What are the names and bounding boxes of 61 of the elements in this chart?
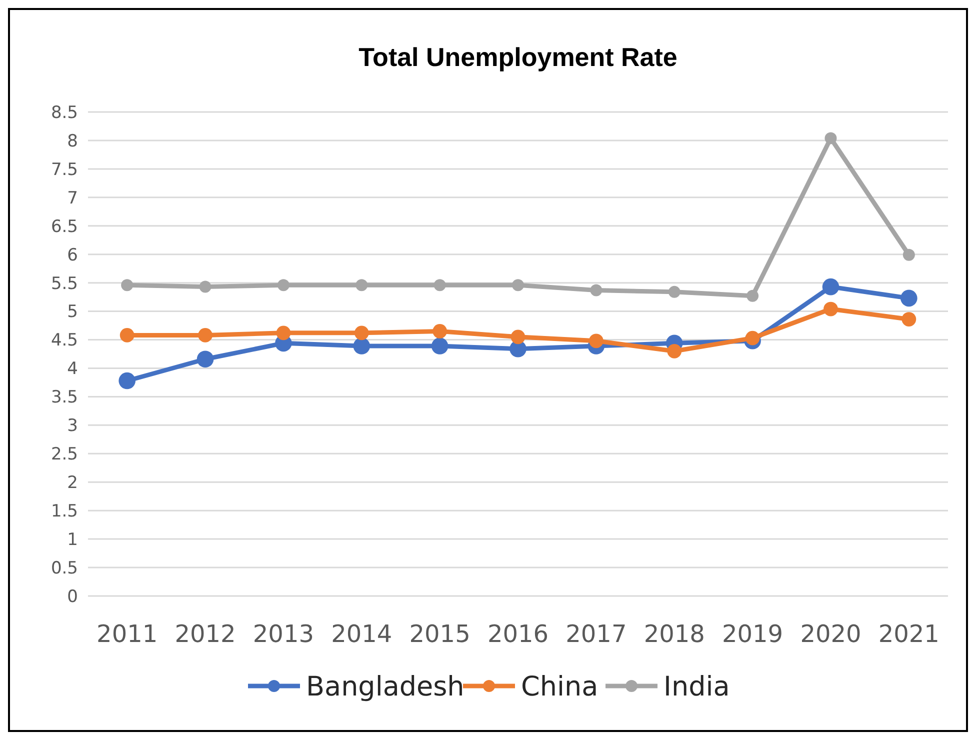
point — [196, 350, 214, 368]
y-tick-label: 4.5 — [50, 330, 78, 351]
point — [746, 290, 759, 302]
point — [198, 328, 212, 342]
x-tick-label: 2018 — [644, 620, 705, 648]
y-tick-label: 1 — [67, 530, 78, 550]
y-tick-label: 7 — [67, 188, 78, 208]
x-tick-label: 2015 — [409, 620, 470, 648]
y-tick-label: 8 — [67, 131, 78, 152]
y-tick-label: 3.5 — [50, 388, 78, 408]
point — [512, 279, 524, 292]
point — [902, 248, 915, 261]
y-tick-label: 1.5 — [50, 502, 78, 522]
point — [353, 338, 370, 354]
point — [824, 132, 837, 144]
point — [668, 286, 680, 298]
point — [900, 290, 918, 307]
point — [276, 326, 291, 340]
y-tick-label: 8.5 — [50, 102, 78, 123]
x-tick-label: 2013 — [252, 620, 314, 648]
point — [824, 302, 838, 316]
y-tick-label: 7.5 — [50, 160, 78, 180]
point — [356, 279, 368, 292]
y-tick-label: 5.5 — [50, 274, 78, 294]
x-tick-label: 2012 — [174, 620, 236, 648]
point — [667, 344, 682, 358]
y-tick-label: 6 — [67, 245, 78, 266]
x-tick-label: 2020 — [800, 620, 862, 648]
x-tick-label: 2016 — [487, 620, 549, 648]
point — [199, 280, 212, 293]
point — [354, 326, 369, 340]
legend-label: India — [664, 671, 730, 702]
legend-label: China — [521, 671, 598, 702]
x-tick-label: 2019 — [722, 620, 784, 648]
y-tick-label: 2.5 — [50, 444, 78, 465]
point — [118, 372, 136, 390]
point — [434, 279, 446, 292]
y-tick-label: 6.5 — [50, 216, 78, 237]
point — [822, 278, 840, 296]
point — [431, 338, 448, 354]
point — [588, 334, 604, 348]
x-tick-label: 2021 — [878, 620, 940, 648]
x-tick-label: 2017 — [566, 620, 627, 648]
chart-title: Total Unemployment Rate — [358, 42, 678, 72]
y-tick-label: 0.5 — [50, 558, 78, 578]
point — [902, 312, 916, 326]
legend-label: Bangladesh — [306, 671, 464, 702]
point — [745, 330, 760, 346]
point — [120, 328, 134, 342]
y-tick-label: 3 — [67, 416, 78, 436]
x-tick-label: 2014 — [331, 620, 392, 648]
point — [510, 330, 526, 344]
y-tick-label: 0 — [67, 586, 78, 607]
y-tick-label: 5 — [67, 302, 78, 322]
point — [590, 284, 602, 296]
x-tick-label: 2011 — [96, 620, 158, 648]
point — [432, 324, 448, 338]
y-tick-label: 4 — [67, 359, 78, 380]
point — [121, 279, 134, 292]
y-tick-label: 2 — [67, 473, 78, 494]
point — [277, 279, 290, 292]
